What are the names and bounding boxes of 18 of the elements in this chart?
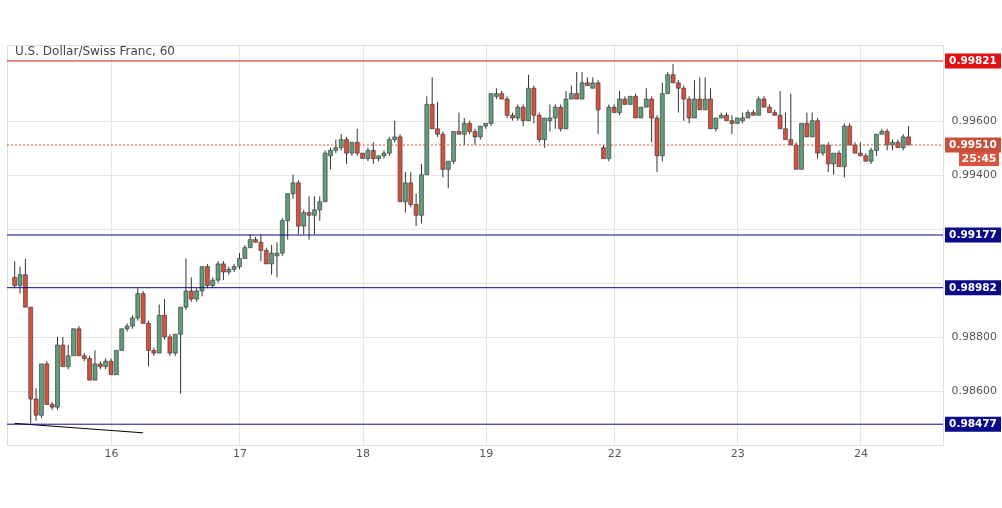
ref-line-label: 0.99821 xyxy=(949,53,997,66)
x-tick-label: 19 xyxy=(479,446,494,460)
x-tick-label: 24 xyxy=(853,446,868,460)
x-tick-label: 18 xyxy=(356,446,371,460)
y-tick-label: 0.98800 xyxy=(951,330,997,344)
ref-line-label: 0.99177 xyxy=(949,228,997,240)
y-tick-label: 0.98600 xyxy=(951,384,997,398)
ref-line-label: 0.98477 xyxy=(949,417,997,430)
y-tick-label: 0.99400 xyxy=(951,168,997,182)
x-tick-label: 16 xyxy=(104,446,119,460)
chart-title: U.S. Dollar/Swiss Franc, 60 xyxy=(15,44,175,58)
x-tick-label: 22 xyxy=(607,446,622,460)
text: 25:45 xyxy=(961,152,997,165)
ref-line-label: 0.98982 xyxy=(949,280,997,293)
x-tick-label: 23 xyxy=(730,446,745,460)
ref-line-label: 0.99510 xyxy=(949,138,997,150)
y-tick-label: 0.99600 xyxy=(951,114,997,128)
x-tick-label: 17 xyxy=(232,446,247,460)
